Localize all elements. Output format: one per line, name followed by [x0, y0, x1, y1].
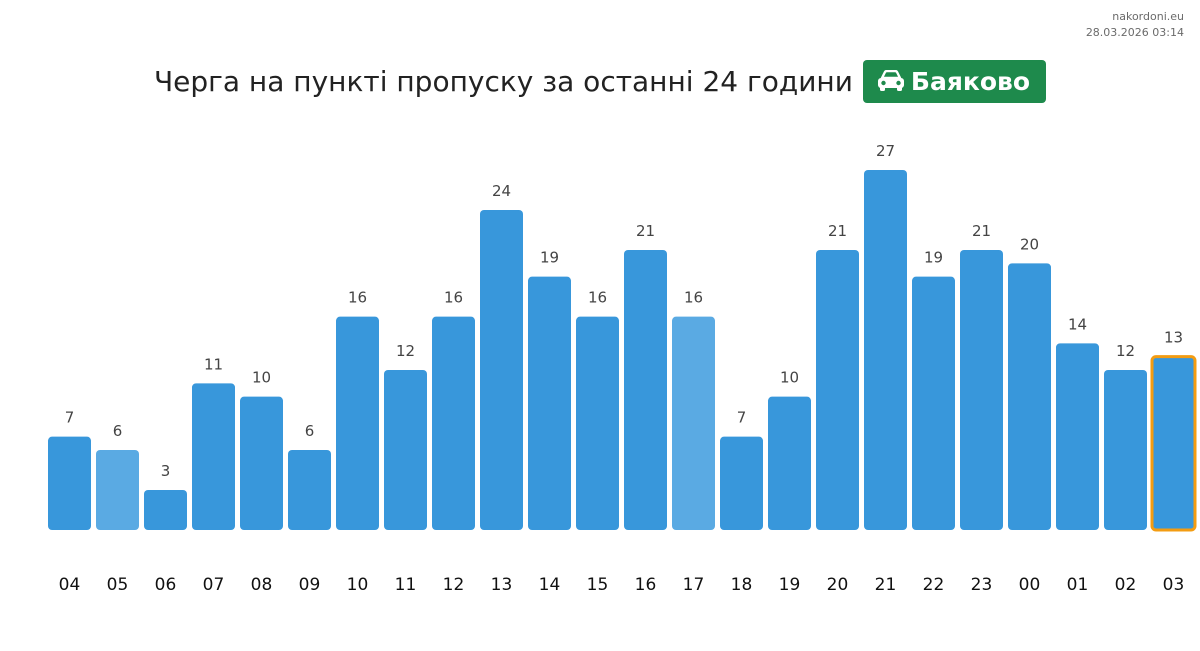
value-label-09: 6	[305, 422, 315, 440]
x-tick-15: 15	[587, 575, 609, 595]
bar-22	[912, 276, 955, 530]
x-tick-16: 16	[635, 575, 657, 595]
bar-07	[192, 383, 235, 530]
bar-01	[1056, 343, 1099, 530]
x-tick-00: 00	[1019, 575, 1041, 595]
x-tick-13: 13	[491, 575, 513, 595]
bar-19	[768, 396, 811, 530]
value-label-18: 7	[737, 409, 747, 427]
bar-05	[96, 450, 139, 530]
x-tick-23: 23	[971, 575, 993, 595]
x-tick-07: 07	[203, 575, 225, 595]
value-label-03: 13	[1164, 329, 1183, 347]
value-label-12: 16	[444, 289, 463, 307]
x-tick-11: 11	[395, 575, 417, 595]
x-tick-02: 02	[1115, 575, 1137, 595]
value-label-04: 7	[65, 409, 75, 427]
bar-09	[288, 450, 331, 530]
value-label-17: 16	[684, 289, 703, 307]
bar-08	[240, 396, 283, 530]
source-datetime: 28.03.2026 03:14	[1085, 26, 1184, 39]
x-tick-01: 01	[1067, 575, 1089, 595]
chart-title: Черга на пункті пропуску за останні 24 г…	[153, 64, 853, 98]
bar-13	[480, 210, 523, 530]
bar-03	[1150, 355, 1197, 532]
source-site: nakordoni.eu	[1112, 10, 1184, 23]
bar-04	[48, 436, 91, 530]
x-tick-21: 21	[875, 575, 897, 595]
x-tick-20: 20	[827, 575, 849, 595]
value-label-00: 20	[1020, 235, 1039, 253]
bar-17	[672, 316, 715, 530]
x-tick-12: 12	[443, 575, 465, 595]
x-tick-19: 19	[779, 575, 801, 595]
bar-06	[144, 490, 187, 530]
value-label-19: 10	[780, 369, 799, 387]
value-label-21: 27	[876, 142, 895, 160]
value-label-22: 19	[924, 249, 943, 267]
checkpoint-name: Баяково	[910, 66, 1031, 96]
x-tick-14: 14	[539, 575, 561, 595]
x-tick-04: 04	[59, 575, 81, 595]
bar-15	[576, 316, 619, 530]
value-label-15: 16	[588, 289, 607, 307]
bar-14	[528, 276, 571, 530]
x-tick-18: 18	[731, 575, 753, 595]
bar-20	[816, 250, 859, 530]
x-tick-09: 09	[299, 575, 321, 595]
x-tick-17: 17	[683, 575, 705, 595]
checkpoint-badge: Баяково	[862, 59, 1047, 103]
value-label-16: 21	[636, 222, 655, 240]
value-label-10: 16	[348, 289, 367, 307]
bar-00	[1008, 263, 1051, 530]
value-label-11: 12	[396, 342, 415, 360]
value-label-01: 14	[1068, 315, 1087, 333]
value-label-08: 10	[252, 369, 271, 387]
bar-18	[720, 436, 763, 530]
car-icon	[877, 70, 904, 91]
value-label-05: 6	[113, 422, 123, 440]
x-tick-06: 06	[155, 575, 177, 595]
x-tick-03: 03	[1163, 575, 1185, 595]
value-label-13: 24	[492, 182, 511, 200]
value-label-06: 3	[161, 462, 171, 480]
x-tick-22: 22	[923, 575, 945, 595]
value-label-07: 11	[204, 355, 223, 373]
x-tick-05: 05	[107, 575, 129, 595]
bar-02	[1104, 370, 1147, 530]
bar-21	[864, 170, 907, 530]
bar-11	[384, 370, 427, 530]
value-label-14: 19	[540, 249, 559, 267]
chart-header: Черга на пункті пропуску за останні 24 г…	[0, 59, 1200, 103]
value-label-20: 21	[828, 222, 847, 240]
bar-12	[432, 316, 475, 530]
value-label-02: 12	[1116, 342, 1135, 360]
x-tick-10: 10	[347, 575, 369, 595]
bar-10	[336, 316, 379, 530]
bar-23	[960, 250, 1003, 530]
x-tick-08: 08	[251, 575, 273, 595]
source-info: nakordoni.eu 28.03.2026 03:14	[1086, 9, 1184, 41]
bar-16	[624, 250, 667, 530]
value-label-23: 21	[972, 222, 991, 240]
